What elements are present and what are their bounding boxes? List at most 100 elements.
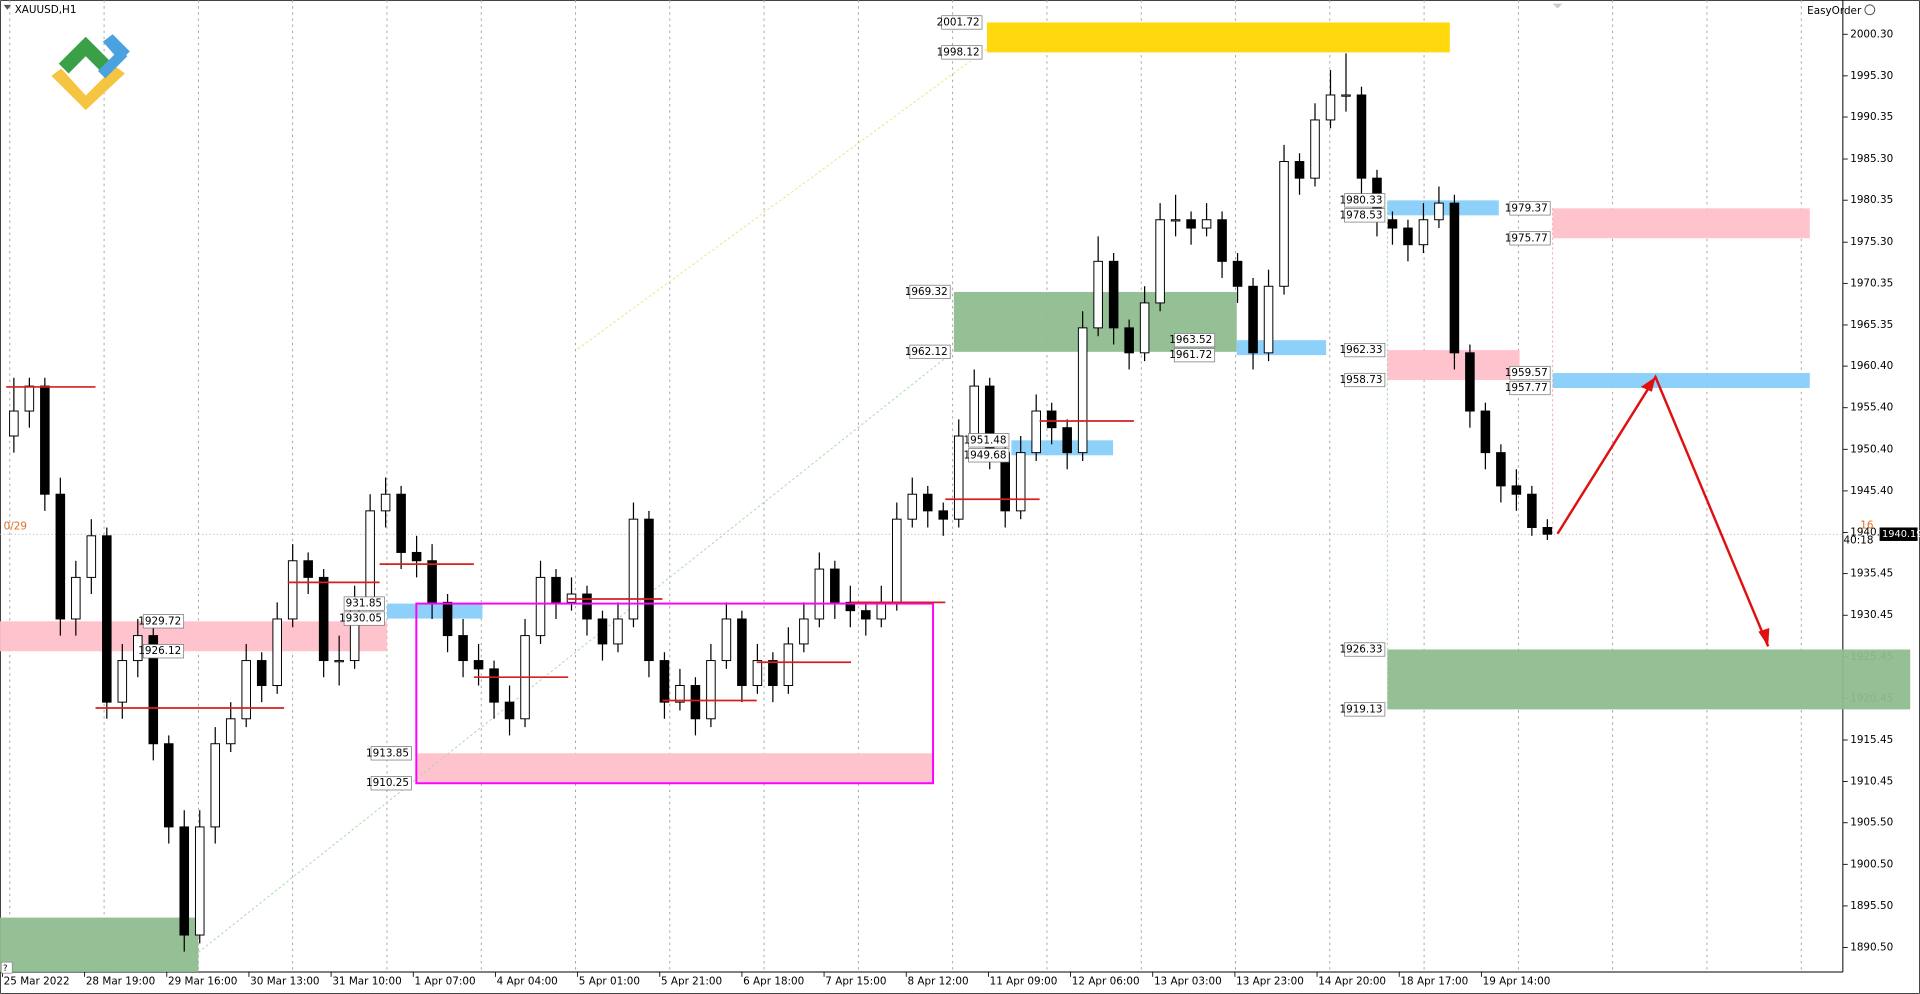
scroll-marker (1552, 3, 1563, 9)
candle-body (365, 510, 375, 603)
x-tick-label: 18 Apr 17:00 (1400, 976, 1468, 988)
candle-body (1108, 260, 1119, 329)
candle-body (922, 493, 933, 512)
candle-body (613, 618, 623, 645)
candle-body (1418, 219, 1429, 246)
price-label-box (1509, 231, 1551, 246)
y-tick-label: 1965.35 (1850, 319, 1893, 331)
zone (1011, 440, 1114, 456)
price-label: 1962.12 (905, 346, 948, 358)
candle-body (1046, 410, 1057, 429)
y-tick-label: 1985.30 (1850, 153, 1893, 165)
candle-body (442, 601, 453, 637)
candle-body (55, 493, 66, 620)
logo-part (58, 36, 111, 74)
zones (0, 22, 1911, 972)
candle-body (582, 593, 592, 620)
decor (198, 48, 1554, 953)
price-label: 1929.72 (138, 615, 181, 627)
candle-body (1434, 202, 1444, 221)
trend-line (198, 350, 955, 953)
x-tick-label: 12 Apr 06:00 (1072, 976, 1140, 988)
candle-body (1294, 161, 1305, 179)
logo-part (97, 34, 130, 79)
y-tick-label: 1990.35 (1850, 111, 1893, 123)
arrow-head (1640, 377, 1656, 392)
candle-body (287, 560, 298, 620)
candle-body (163, 743, 174, 828)
timer-count: 16 (1860, 520, 1873, 532)
price-label-box (142, 614, 185, 629)
x-tick-label: 8 Apr 12:00 (907, 976, 968, 988)
candle-body (86, 535, 97, 578)
price-label: 1959.57 (1505, 367, 1548, 379)
candle-body (1031, 410, 1041, 454)
price-tag (1879, 527, 1918, 541)
price-label-box (343, 611, 385, 626)
x-tick-label: 25 Mar 2022 (4, 976, 70, 988)
candle-body (272, 618, 282, 687)
candle-body (1496, 452, 1506, 487)
price-label-box (1344, 642, 1386, 657)
candle-body (318, 576, 329, 662)
zone (986, 22, 1450, 53)
y-tick-label: 1940.40 (1850, 526, 1893, 538)
price-label-box (1173, 348, 1216, 363)
candle-body (752, 660, 763, 687)
candle-body (1186, 219, 1196, 229)
candle-body (1201, 219, 1212, 229)
price-label-box (968, 448, 1010, 463)
candle-body (768, 660, 778, 687)
candle-body (876, 601, 887, 620)
candle-body (1263, 285, 1274, 354)
menu-arrow (3, 4, 12, 10)
candle-body (1015, 452, 1026, 512)
candle-body (737, 618, 747, 687)
x-tick-label: 28 Mar 19:00 (86, 976, 155, 988)
candle-body (411, 551, 422, 562)
x-tick-label: 6 Apr 18:00 (743, 976, 804, 988)
y-tick-label: 1950.40 (1850, 443, 1893, 455)
y-tick-label: 1955.40 (1850, 402, 1893, 414)
candle-body (1077, 327, 1088, 454)
zone (1387, 649, 1911, 710)
candle-body (845, 601, 856, 612)
candle-body (551, 576, 561, 603)
x-tick-label: 11 Apr 09:00 (990, 976, 1058, 988)
price-label: 1978.53 (1339, 209, 1382, 221)
y-tick-label: 1910.45 (1850, 776, 1893, 788)
x-tick-label: 5 Apr 21:00 (661, 976, 722, 988)
x-tick-label: 14 Apr 20:00 (1318, 976, 1386, 988)
candle-body (256, 660, 267, 687)
candle-body (1232, 260, 1243, 287)
zone (1552, 373, 1810, 389)
zone (0, 917, 199, 972)
price-label: 1979.37 (1505, 202, 1548, 214)
candle-body (1325, 94, 1336, 121)
y-tick-label: 2000.30 (1850, 28, 1893, 40)
candles (9, 53, 1553, 952)
candle-body (861, 610, 871, 620)
price-label-box (1509, 365, 1551, 381)
price-label-box (370, 776, 412, 791)
chart-title: XAUUSD,H1 (15, 4, 77, 16)
price-label: 1961.72 (1169, 349, 1212, 361)
candle-body (799, 618, 809, 645)
y-tick-label: 1935.45 (1850, 568, 1893, 580)
candle-body (830, 568, 840, 603)
candle-body (659, 660, 670, 703)
candle-body (1480, 410, 1491, 454)
candle-body (380, 493, 391, 512)
candle-body (892, 518, 902, 603)
logo (51, 34, 130, 111)
y-tick-label: 1970.35 (1850, 277, 1893, 289)
candle-body (117, 660, 128, 703)
range-box (415, 602, 935, 785)
zone (0, 621, 387, 652)
y-tick-label: 1975.30 (1850, 236, 1893, 248)
candle-body (969, 385, 980, 437)
price-tag-label: 1940.19 (1882, 529, 1920, 540)
x-tick-label: 30 Mar 13:00 (250, 976, 319, 988)
